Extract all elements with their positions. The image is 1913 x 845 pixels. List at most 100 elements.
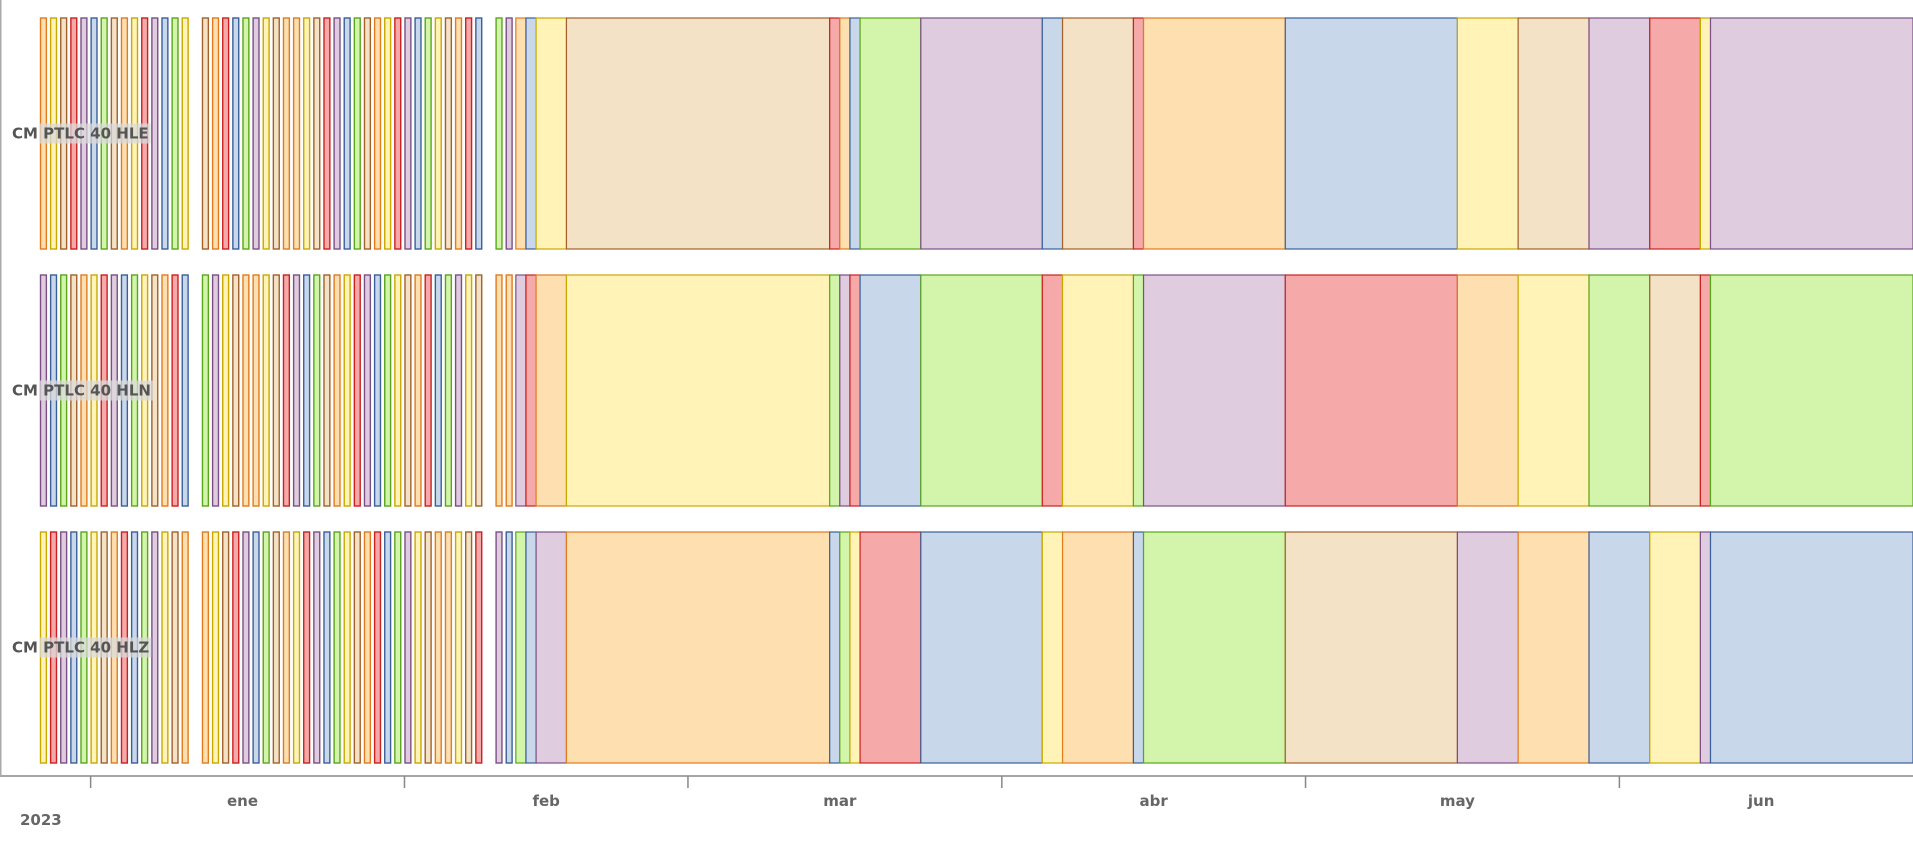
timeline-bar bbox=[151, 531, 159, 764]
timeline-bar bbox=[343, 531, 351, 764]
timeline-bar bbox=[343, 17, 351, 250]
timeline-bar bbox=[323, 17, 331, 250]
timeline-bar bbox=[434, 17, 442, 250]
timeline-bar bbox=[475, 274, 483, 507]
timeline-segment bbox=[565, 17, 831, 250]
timeline-segment bbox=[839, 274, 851, 507]
timeline-bar bbox=[434, 531, 442, 764]
timeline-segment bbox=[859, 274, 922, 507]
timeline-bar bbox=[404, 274, 412, 507]
timeline-bar bbox=[424, 274, 432, 507]
year-label: 2023 bbox=[20, 811, 62, 829]
timeline-bar bbox=[373, 531, 382, 764]
timeline-bar bbox=[201, 274, 210, 507]
timeline-segment bbox=[1517, 531, 1590, 764]
timeline-bar bbox=[414, 274, 422, 507]
x-tick-label: feb bbox=[532, 792, 560, 810]
timeline-bar bbox=[161, 531, 169, 764]
timeline-segment bbox=[1709, 274, 1913, 507]
x-tick-label: ene bbox=[227, 792, 258, 810]
timeline-segment bbox=[525, 531, 537, 764]
timeline-bar bbox=[454, 17, 463, 250]
timeline-segment bbox=[1699, 531, 1712, 764]
timeline-bar bbox=[434, 274, 442, 507]
timeline-bar bbox=[242, 17, 250, 250]
timeline-bar bbox=[201, 531, 210, 764]
timeline-bar bbox=[262, 531, 270, 764]
timeline-bar bbox=[211, 274, 220, 507]
timeline-bar bbox=[252, 274, 260, 507]
timeline-bar bbox=[292, 274, 301, 507]
timeline-bar bbox=[222, 17, 230, 250]
row-label: CM PTLC 40 HLZ bbox=[12, 639, 149, 657]
timeline-bar bbox=[303, 274, 311, 507]
timeline-segment bbox=[515, 274, 527, 507]
timeline-bar bbox=[424, 17, 432, 250]
timeline-bar bbox=[444, 17, 453, 250]
timeline-segment bbox=[1649, 17, 1701, 250]
timeline-segment bbox=[920, 274, 1043, 507]
timeline-segment bbox=[1699, 17, 1712, 250]
timeline-bar bbox=[394, 531, 402, 764]
timeline-segment bbox=[829, 274, 841, 507]
timeline-bar bbox=[333, 531, 341, 764]
timeline-segment bbox=[515, 17, 527, 250]
timeline-bar bbox=[424, 531, 432, 764]
timeline-segment bbox=[1649, 274, 1701, 507]
timeline-segment bbox=[1142, 531, 1286, 764]
timeline-bar bbox=[242, 531, 250, 764]
timeline-bar bbox=[272, 531, 280, 764]
timeline-segment bbox=[1588, 274, 1651, 507]
timeline-segment bbox=[1041, 274, 1064, 507]
timeline-bar bbox=[384, 17, 392, 250]
timeline-segment bbox=[1284, 274, 1459, 507]
timeline-bar bbox=[414, 17, 422, 250]
timeline-bar bbox=[394, 274, 402, 507]
timeline-bar bbox=[313, 17, 321, 250]
timeline-segment bbox=[535, 531, 568, 764]
timeline-segment bbox=[525, 274, 537, 507]
timeline-bar bbox=[161, 274, 169, 507]
timeline-segment bbox=[1588, 17, 1651, 250]
timeline-bar bbox=[222, 531, 230, 764]
timeline-bar bbox=[414, 531, 422, 764]
timeline-bar bbox=[333, 17, 341, 250]
timeline-segment bbox=[525, 17, 537, 250]
timeline-bar bbox=[181, 17, 189, 250]
timeline-bar bbox=[505, 17, 513, 250]
row-label: CM PTLC 40 HLN bbox=[12, 382, 151, 400]
timeline-segment bbox=[565, 274, 831, 507]
timeline-bar bbox=[181, 274, 189, 507]
timeline-bar bbox=[171, 17, 179, 250]
timeline-segment bbox=[1588, 531, 1651, 764]
timeline-bar bbox=[343, 274, 351, 507]
timeline-segment bbox=[859, 17, 922, 250]
timeline-bar bbox=[211, 17, 220, 250]
timeline-segment bbox=[1709, 531, 1913, 764]
x-tick-label: abr bbox=[1140, 792, 1169, 810]
timeline-segment bbox=[849, 274, 861, 507]
timeline-segment bbox=[1284, 17, 1459, 250]
timeline-bar bbox=[171, 274, 179, 507]
timeline-bar bbox=[353, 274, 361, 507]
timeline-segment bbox=[1456, 17, 1519, 250]
timeline-segment bbox=[920, 531, 1043, 764]
timeline-bar bbox=[465, 274, 473, 507]
timeline-bar bbox=[222, 274, 230, 507]
timeline-bar bbox=[495, 17, 503, 250]
timeline-segment bbox=[859, 531, 922, 764]
timeline-segment bbox=[849, 17, 861, 250]
timeline-segment bbox=[1132, 17, 1145, 250]
timeline-segment bbox=[1142, 274, 1286, 507]
timeline-segment bbox=[1132, 274, 1145, 507]
timeline-bar bbox=[242, 274, 250, 507]
timeline-bar bbox=[161, 17, 169, 250]
timeline-bar bbox=[394, 17, 402, 250]
timeline-bar bbox=[232, 531, 240, 764]
timeline-bar bbox=[454, 274, 463, 507]
timeline-bar bbox=[465, 531, 473, 764]
timeline-segment bbox=[839, 17, 851, 250]
timeline-segment bbox=[1284, 531, 1459, 764]
timeline-segment bbox=[849, 531, 861, 764]
